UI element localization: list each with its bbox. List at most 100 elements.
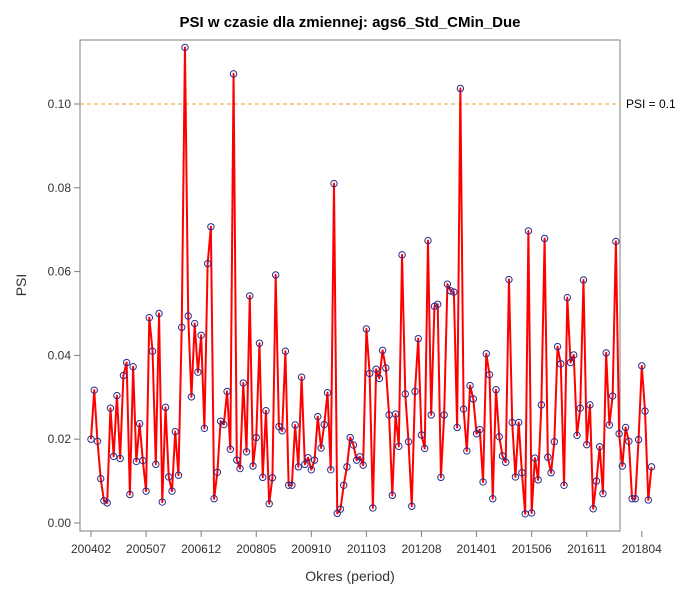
data-point [560, 481, 568, 489]
data-point [161, 403, 170, 412]
data-point [220, 420, 228, 429]
data-point [317, 444, 325, 452]
data-point [323, 388, 332, 397]
data-point [511, 473, 520, 481]
data-point [126, 490, 134, 499]
data-point [97, 474, 105, 483]
psi-series [87, 43, 656, 518]
data-point [268, 474, 277, 482]
data-point [213, 468, 222, 476]
data-point [589, 505, 597, 513]
data-point [573, 431, 581, 440]
data-point [570, 351, 578, 359]
data-point [579, 276, 588, 284]
data-point [233, 456, 241, 464]
data-point [401, 390, 409, 398]
data-point [502, 458, 510, 466]
x-tick-label: 200805 [236, 542, 276, 556]
data-point [628, 495, 636, 503]
x-axis: 200402 200507 200612 200805 200910 201103 2012… [71, 531, 662, 556]
data-point [178, 323, 186, 332]
data-point [109, 452, 118, 461]
data-point [310, 456, 319, 464]
data-point [122, 358, 131, 367]
chart-title: PSI w czasie dla zmiennej: ags6_Std_CMin… [180, 14, 521, 31]
data-point [307, 466, 316, 474]
data-point [271, 271, 280, 279]
data-point [255, 339, 264, 347]
data-point [242, 448, 251, 456]
data-point [395, 442, 403, 451]
data-point [404, 438, 413, 446]
data-point [524, 227, 533, 235]
data-point [327, 466, 335, 474]
data-point [239, 379, 247, 387]
data-point [278, 427, 286, 435]
data-point [229, 70, 238, 78]
data-point [155, 309, 163, 318]
data-point [638, 362, 646, 370]
data-point [301, 460, 309, 469]
x-tick-label: 201506 [512, 542, 552, 556]
data-point [641, 407, 649, 415]
data-point [304, 453, 312, 462]
data-point [148, 347, 157, 355]
data-point [382, 364, 390, 372]
data-point [433, 300, 442, 308]
data-point [586, 401, 594, 409]
data-point [174, 471, 183, 479]
data-point [171, 427, 179, 436]
y-axis-label: PSI [13, 274, 29, 297]
data-point [168, 487, 176, 495]
data-point [378, 346, 387, 355]
data-point [330, 179, 338, 188]
data-point [544, 453, 552, 461]
data-point [203, 259, 212, 268]
data-point [476, 425, 484, 434]
data-point [391, 410, 400, 418]
x-tick-label: 200612 [181, 542, 221, 556]
data-point [349, 441, 358, 449]
data-point [417, 431, 426, 439]
data-point [181, 43, 189, 52]
data-point [599, 489, 607, 498]
data-point [184, 312, 192, 320]
x-tick-label: 200507 [126, 542, 166, 556]
data-point [411, 387, 419, 396]
data-point [294, 463, 303, 471]
data-point [93, 437, 102, 445]
data-point [437, 473, 445, 482]
data-point [583, 440, 591, 449]
data-point [297, 373, 306, 381]
data-point [566, 358, 575, 367]
data-point [119, 371, 128, 380]
x-tick-label: 200910 [291, 542, 331, 556]
data-point [340, 481, 348, 489]
y-tick-label: 0.04 [48, 348, 72, 362]
data-point [553, 342, 562, 351]
x-tick-label: 201208 [401, 542, 441, 556]
data-point [145, 313, 154, 322]
x-tick-label: 201611 [567, 542, 606, 556]
data-point [550, 438, 559, 446]
y-tick-label: 0.06 [48, 265, 72, 279]
data-point [576, 404, 584, 412]
data-point [372, 365, 380, 373]
data-point [414, 334, 422, 343]
data-point [375, 374, 384, 383]
data-point [190, 319, 199, 328]
data-point [343, 463, 351, 471]
data-point [531, 454, 539, 462]
data-point [388, 491, 397, 500]
data-point [113, 391, 121, 400]
x-tick-label: 201401 [457, 542, 497, 556]
data-point [165, 473, 173, 481]
data-point [129, 363, 137, 371]
data-point [563, 293, 571, 302]
data-point [152, 460, 160, 469]
data-point [505, 275, 513, 284]
data-point [479, 478, 487, 486]
data-point [262, 407, 270, 415]
data-point [135, 420, 144, 428]
data-point [359, 461, 367, 469]
